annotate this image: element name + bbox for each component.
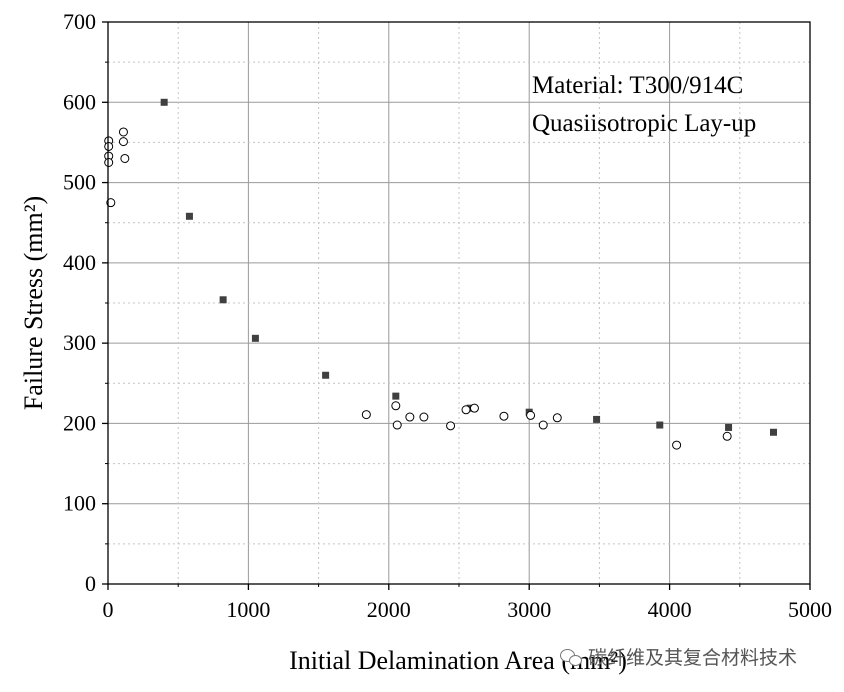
data-point-circle bbox=[104, 158, 114, 167]
y-axis-title: Failure Stress (mm²) bbox=[19, 196, 48, 410]
grid-lines bbox=[108, 22, 810, 584]
data-point-circle bbox=[391, 401, 401, 411]
x-tick-labels: 0 1000 2000 3000 4000 5000 bbox=[103, 597, 833, 622]
axis-ticks bbox=[102, 21, 811, 590]
annotation-material: Material: T300/914C bbox=[532, 72, 743, 99]
x-tick-label: 3000 bbox=[507, 597, 551, 622]
x-tick-label: 0 bbox=[103, 597, 114, 622]
x-tick-label: 5000 bbox=[788, 597, 832, 622]
y-tick-label: 700 bbox=[63, 9, 96, 34]
data-point-circle bbox=[120, 153, 130, 163]
data-point-circle bbox=[419, 412, 429, 422]
x-tick-label: 2000 bbox=[367, 597, 411, 622]
annotation-layup: Quasiisotropic Lay-up bbox=[532, 110, 756, 137]
y-tick-label: 200 bbox=[63, 410, 96, 435]
y-tick-label: 600 bbox=[63, 89, 96, 114]
data-point-circle bbox=[461, 405, 471, 415]
x-tick-label: 4000 bbox=[648, 597, 692, 622]
x-tick-label: 1000 bbox=[226, 597, 270, 622]
data-point-circle bbox=[672, 440, 682, 450]
wechat-icon bbox=[560, 648, 582, 666]
data-point-circle bbox=[446, 421, 456, 431]
data-point-circle bbox=[552, 413, 562, 423]
y-tick-label: 0 bbox=[85, 571, 96, 596]
plot-frame bbox=[107, 21, 811, 585]
data-point-square bbox=[219, 296, 227, 304]
data-point-circle bbox=[469, 403, 479, 413]
data-point-circle bbox=[499, 411, 509, 421]
data-point-circle bbox=[405, 412, 415, 422]
watermark: 碳纤维及其复合材料技术 bbox=[560, 643, 797, 670]
y-tick-label: 100 bbox=[63, 491, 96, 516]
data-point-circle bbox=[392, 420, 402, 430]
data-point-square bbox=[725, 423, 733, 431]
data-point-circle bbox=[722, 431, 732, 441]
y-tick-labels: 0 100 200 300 400 500 600 700 bbox=[63, 9, 96, 596]
data-point-circle bbox=[526, 410, 536, 420]
data-point-square bbox=[392, 392, 400, 400]
data-point-circle bbox=[118, 137, 128, 147]
data-point-square bbox=[251, 334, 259, 342]
data-point-square bbox=[322, 371, 330, 379]
data-point-circle bbox=[106, 198, 116, 208]
y-tick-label: 500 bbox=[63, 170, 96, 195]
data-point-square bbox=[185, 212, 193, 220]
data-point-square bbox=[160, 98, 168, 106]
data-point-circle bbox=[118, 127, 128, 137]
data-point-square bbox=[656, 421, 664, 429]
y-tick-label: 300 bbox=[63, 330, 96, 355]
y-tick-label: 400 bbox=[63, 250, 96, 275]
data-point-circle bbox=[538, 420, 548, 430]
data-point-circle bbox=[361, 410, 371, 420]
watermark-text: 碳纤维及其复合材料技术 bbox=[588, 647, 798, 669]
data-point-square bbox=[593, 415, 601, 423]
data-point-square bbox=[769, 428, 777, 436]
data-points bbox=[104, 98, 777, 450]
data-point-circle bbox=[104, 141, 114, 151]
